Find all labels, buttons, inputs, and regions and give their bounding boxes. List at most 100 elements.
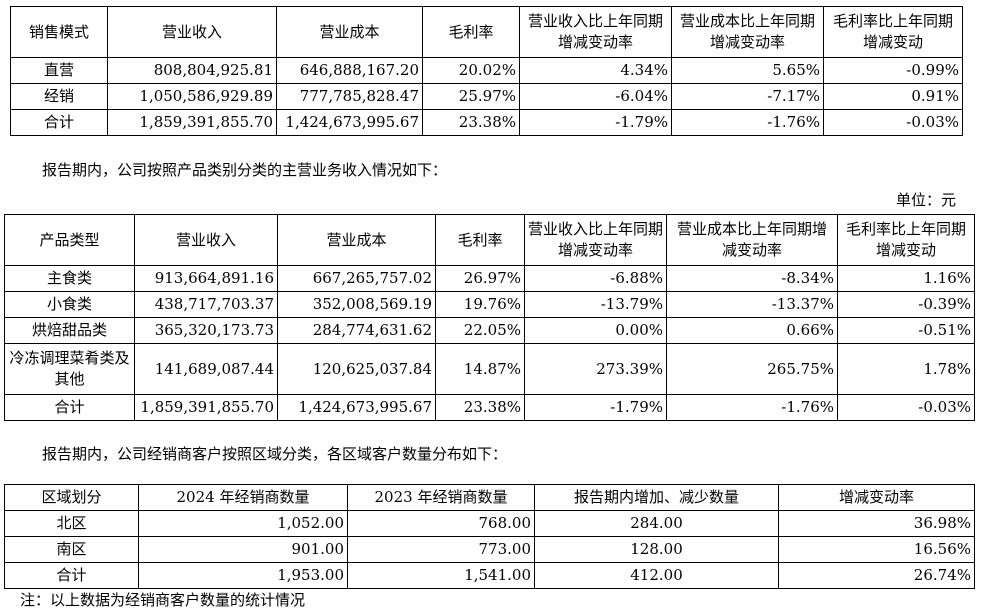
table-cell: 1,859,391,855.70 [107, 109, 277, 136]
table-cell: -6.88% [524, 265, 667, 292]
table-cell: -1.79% [524, 394, 667, 421]
table-cell: -13.79% [524, 291, 667, 318]
table-cell: 1,953.00 [138, 562, 348, 589]
table-cell: 19.76% [435, 291, 525, 318]
table-cell: 小食类 [4, 291, 135, 318]
table-cell: 5.65% [671, 57, 824, 84]
table-row: 合计 1,859,391,855.70 1,424,673,995.67 23.… [10, 109, 963, 136]
header-cell: 毛利率比上年同期增减变动 [837, 214, 975, 266]
table-row: 烘焙甜品类 365,320,173.73 284,774,631.62 22.0… [4, 317, 975, 344]
table-cell: 22.05% [435, 317, 525, 344]
header-cell: 增减变动率 [778, 484, 975, 511]
table-cell: -0.39% [837, 291, 975, 318]
table-cell: 141,689,087.44 [134, 343, 278, 395]
header-cell: 营业收入 [107, 6, 277, 58]
table-cell: 1,052.00 [138, 510, 348, 537]
table-row: 北区 1,052.00 768.00 284.00 36.98% [4, 510, 975, 537]
paragraph-region-intro: 报告期内，公司经销商客户按照区域分类，各区域客户数量分布如下： [42, 445, 508, 463]
header-cell: 营业收入比上年同期增减变动率 [519, 6, 672, 58]
table-cell: 冷冻调理菜肴类及其他 [4, 343, 135, 395]
table-cell: -0.03% [837, 394, 975, 421]
table-cell: 913,664,891.16 [134, 265, 278, 292]
table-cell: -1.79% [519, 109, 672, 136]
table-cell: 0.00% [524, 317, 667, 344]
table-row: 冷冻调理菜肴类及其他 141,689,087.44 120,625,037.84… [4, 343, 975, 395]
table-cell: 901.00 [138, 536, 348, 563]
table-cell: -7.17% [671, 83, 824, 110]
table-row: 经销 1,050,586,929.89 777,785,828.47 25.97… [10, 83, 963, 110]
table-cell: 36.98% [778, 510, 975, 537]
table-row: 小食类 438,717,703.37 352,008,569.19 19.76%… [4, 291, 975, 318]
header-cell: 毛利率比上年同期增减变动 [823, 6, 963, 58]
table-cell: 808,804,925.81 [107, 57, 277, 84]
table-cell: 合计 [4, 562, 139, 589]
header-cell: 营业成本比上年同期增减变动率 [666, 214, 838, 266]
header-cell: 报告期内增加、减少数量 [534, 484, 779, 511]
table-cell: 经销 [10, 83, 108, 110]
table-cell: 438,717,703.37 [134, 291, 278, 318]
header-cell: 营业收入 [134, 214, 278, 266]
table-cell: 0.66% [666, 317, 838, 344]
table-row: 主食类 913,664,891.16 667,265,757.02 26.97%… [4, 265, 975, 292]
table-row: 直营 808,804,925.81 646,888,167.20 20.02% … [10, 57, 963, 84]
table-cell: 1.16% [837, 265, 975, 292]
table-cell: -13.37% [666, 291, 838, 318]
table-cell: 128.00 [534, 536, 779, 563]
header-cell: 区域划分 [4, 484, 139, 511]
table-cell: 412.00 [534, 562, 779, 589]
table-cell: -6.04% [519, 83, 672, 110]
table-cell: -0.03% [823, 109, 963, 136]
table-cell: 667,265,757.02 [277, 265, 436, 292]
table-cell: 284.00 [534, 510, 779, 537]
table-cell: 265.75% [666, 343, 838, 395]
header-cell: 毛利率 [435, 214, 525, 266]
header-cell: 营业成本比上年同期增减变动率 [671, 6, 824, 58]
table-cell: 773.00 [347, 536, 535, 563]
table-cell: 合计 [4, 394, 135, 421]
table-cell: 1,541.00 [347, 562, 535, 589]
table-cell: 23.38% [422, 109, 520, 136]
table-cell: 1,424,673,995.67 [276, 109, 423, 136]
header-cell: 营业成本 [277, 214, 436, 266]
table-cell: 1,050,586,929.89 [107, 83, 277, 110]
header-cell: 营业收入比上年同期增减变动率 [524, 214, 667, 266]
header-cell: 毛利率 [422, 6, 520, 58]
table-cell: 120,625,037.84 [277, 343, 436, 395]
table-cell: -8.34% [666, 265, 838, 292]
table-cell: 1,859,391,855.70 [134, 394, 278, 421]
table-cell: 352,008,569.19 [277, 291, 436, 318]
table-cell: 768.00 [347, 510, 535, 537]
table-cell: -1.76% [671, 109, 824, 136]
table-cell: 20.02% [422, 57, 520, 84]
table-cell: 1.78% [837, 343, 975, 395]
table-cell: 26.74% [778, 562, 975, 589]
unit-label: 单位：元 [895, 191, 956, 209]
table-cell: 直营 [10, 57, 108, 84]
region-distribution-table: 区域划分 2024 年经销商数量 2023 年经销商数量 报告期内增加、减少数量… [4, 484, 975, 589]
table-cell: 26.97% [435, 265, 525, 292]
table-cell: -0.51% [837, 317, 975, 344]
table-cell: 23.38% [435, 394, 525, 421]
table-cell: 365,320,173.73 [134, 317, 278, 344]
table-cell: 合计 [10, 109, 108, 136]
table-cell: 16.56% [778, 536, 975, 563]
header-cell: 2023 年经销商数量 [347, 484, 535, 511]
table-cell: 777,785,828.47 [276, 83, 423, 110]
product-category-table: 产品类型 营业收入 营业成本 毛利率 营业收入比上年同期增减变动率 营业成本比上… [4, 214, 975, 421]
table-cell: 北区 [4, 510, 139, 537]
paragraph-product-intro: 报告期内，公司按照产品类别分类的主营业务收入情况如下： [42, 161, 448, 179]
table-cell: 646,888,167.20 [276, 57, 423, 84]
header-cell: 产品类型 [4, 214, 135, 266]
table-cell: 4.34% [519, 57, 672, 84]
header-cell: 销售模式 [10, 6, 108, 58]
table-cell: 烘焙甜品类 [4, 317, 135, 344]
table-cell: -1.76% [666, 394, 838, 421]
table-cell: 1,424,673,995.67 [277, 394, 436, 421]
table-cell: 主食类 [4, 265, 135, 292]
table-row: 合计 1,953.00 1,541.00 412.00 26.74% [4, 562, 975, 589]
table-cell: 0.91% [823, 83, 963, 110]
table-cell: -0.99% [823, 57, 963, 84]
table-cell: 南区 [4, 536, 139, 563]
table-cell: 284,774,631.62 [277, 317, 436, 344]
table-cell: 25.97% [422, 83, 520, 110]
